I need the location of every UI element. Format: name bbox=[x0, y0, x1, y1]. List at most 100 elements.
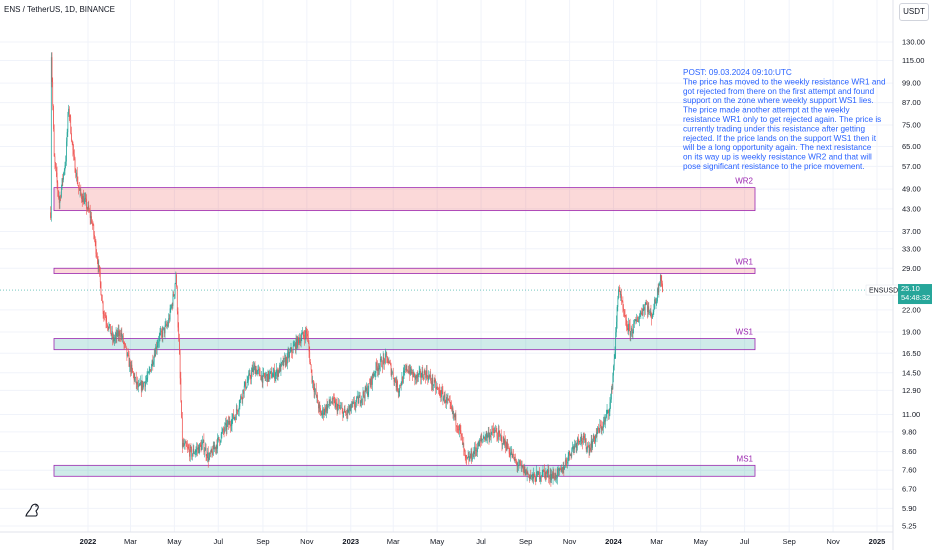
time-tick-label: Mar bbox=[650, 537, 663, 546]
candle-body bbox=[234, 416, 236, 418]
candle-body bbox=[652, 311, 654, 314]
candle-body bbox=[446, 397, 447, 403]
candle-body bbox=[274, 376, 276, 379]
candle-body bbox=[297, 336, 299, 339]
candle-body bbox=[178, 327, 180, 339]
candle-body bbox=[600, 424, 601, 426]
candle-body bbox=[402, 377, 403, 383]
candle-body bbox=[177, 311, 179, 328]
candle-body bbox=[85, 197, 87, 200]
candle-body bbox=[358, 397, 360, 404]
currency-button[interactable]: USDT bbox=[899, 3, 929, 21]
candle-body bbox=[114, 338, 115, 342]
candle-body bbox=[373, 375, 375, 377]
current-price-badge bbox=[898, 284, 932, 305]
candle-body bbox=[135, 377, 136, 379]
candle-body bbox=[168, 318, 169, 326]
candle-body bbox=[133, 374, 135, 381]
candle-body bbox=[300, 338, 302, 344]
candle-body bbox=[184, 442, 186, 444]
candle-body bbox=[418, 373, 419, 377]
candle-body bbox=[204, 450, 205, 452]
candle-body bbox=[566, 461, 568, 464]
time-tick-label: Sep bbox=[519, 537, 532, 546]
candle-body bbox=[464, 451, 466, 455]
candle-body bbox=[187, 447, 189, 449]
candle-body bbox=[621, 300, 623, 302]
candle-body bbox=[198, 446, 200, 453]
candle-body bbox=[417, 373, 419, 377]
candle-body bbox=[155, 346, 157, 357]
candle-body bbox=[388, 361, 390, 364]
candle-body bbox=[252, 368, 254, 373]
candle-body bbox=[164, 325, 166, 334]
candle-body bbox=[272, 373, 274, 377]
candle-body bbox=[589, 447, 591, 454]
candle-body bbox=[582, 440, 583, 443]
candle-body bbox=[577, 437, 578, 444]
candle-body bbox=[629, 323, 630, 326]
candle-body bbox=[343, 411, 344, 418]
price-axis[interactable]: 130.00 115.00 99.00 87.00 75.00 65.00 57.00 49.… bbox=[902, 38, 925, 531]
candle-body bbox=[222, 428, 223, 432]
candle-body bbox=[98, 265, 100, 268]
candle-body bbox=[487, 434, 488, 438]
candle-body bbox=[260, 375, 262, 381]
candle-body bbox=[338, 404, 340, 408]
candle-body bbox=[241, 398, 243, 400]
candle-body bbox=[436, 387, 437, 390]
candle-body bbox=[587, 445, 588, 449]
candle-body bbox=[486, 432, 488, 438]
candle-body bbox=[129, 361, 131, 367]
candle-body bbox=[185, 442, 187, 446]
candle-body bbox=[356, 397, 357, 402]
candle-body bbox=[287, 353, 288, 364]
zone-ms1 bbox=[53, 464, 756, 477]
candle-body bbox=[231, 418, 233, 426]
candle-body bbox=[313, 387, 315, 393]
candle-body bbox=[90, 216, 92, 218]
candle-body bbox=[195, 450, 197, 453]
candle-body bbox=[282, 360, 283, 363]
candle-body bbox=[87, 205, 89, 210]
candle-body bbox=[618, 289, 619, 298]
candle-body bbox=[367, 391, 369, 396]
candle-body bbox=[145, 381, 146, 387]
current-price-text: 25.10 bbox=[901, 284, 920, 293]
candle-body bbox=[575, 443, 576, 445]
candle-body bbox=[273, 369, 275, 374]
candle-body bbox=[593, 434, 595, 439]
candle-body bbox=[297, 336, 298, 348]
candle-body bbox=[465, 454, 467, 459]
time-tick-label: May bbox=[694, 537, 708, 546]
candle-body bbox=[120, 336, 121, 337]
candle-body bbox=[116, 332, 118, 337]
candle-body bbox=[319, 404, 321, 409]
candle-body bbox=[242, 389, 244, 400]
candle-body bbox=[558, 468, 560, 471]
candle-body bbox=[80, 189, 82, 194]
candle-body bbox=[284, 358, 286, 366]
candle-body bbox=[193, 449, 195, 454]
candle-body bbox=[312, 380, 313, 383]
candle-body bbox=[220, 440, 221, 443]
candle-body bbox=[521, 464, 523, 467]
candle-body bbox=[541, 475, 542, 477]
candle-body bbox=[642, 308, 644, 316]
candle-body bbox=[460, 430, 462, 434]
candle-body bbox=[202, 441, 203, 445]
candle-body bbox=[199, 443, 201, 446]
candle-body bbox=[352, 402, 354, 404]
candle-body bbox=[433, 385, 434, 386]
candle-body bbox=[235, 408, 237, 420]
candle-body bbox=[302, 331, 304, 336]
candle-body bbox=[579, 441, 581, 443]
candle-body bbox=[656, 301, 658, 302]
candle-body bbox=[478, 441, 480, 447]
time-axis[interactable]: 2022 Mar May Jul Sep Nov 2023 Mar May Jul Sep Nov 20… bbox=[80, 537, 886, 546]
candle-body bbox=[153, 361, 154, 365]
candle-body bbox=[660, 274, 662, 282]
candle-body bbox=[205, 447, 207, 456]
candle-body bbox=[181, 400, 182, 418]
